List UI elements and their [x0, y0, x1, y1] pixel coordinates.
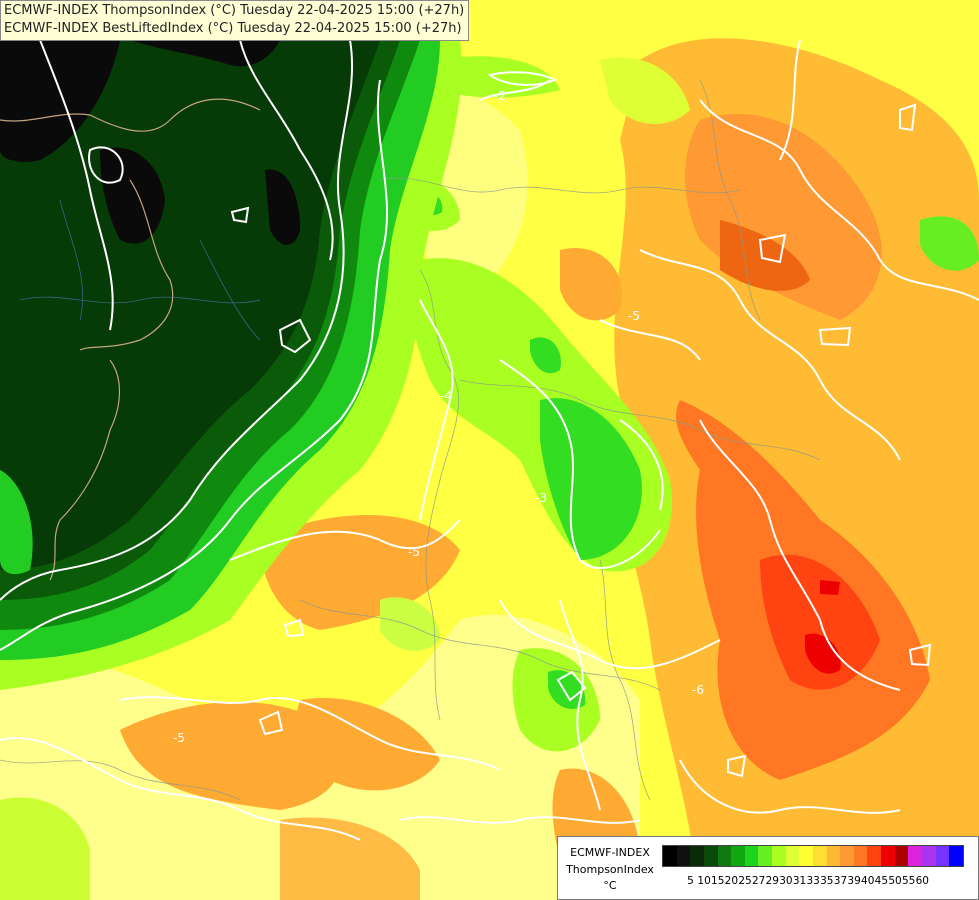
contour-lines	[0, 39, 979, 841]
black-region	[100, 147, 165, 244]
legend-swatch	[812, 846, 827, 866]
contour-label: -3	[535, 491, 547, 505]
legend-subtitle: ThompsonIndex	[566, 863, 654, 876]
light-green-region	[440, 56, 560, 98]
contour-label: -5	[628, 309, 640, 323]
legend-swatch	[717, 846, 732, 866]
legend-tick-label: 15	[711, 875, 725, 887]
green-region	[0, 470, 33, 575]
legend-tick-label: 10	[697, 875, 711, 887]
legend-swatch	[663, 846, 677, 866]
legend-tick-label: 31	[792, 875, 807, 887]
contour-label: -6	[692, 683, 704, 697]
orange-region	[280, 817, 420, 900]
light-green-region	[380, 597, 440, 651]
orange-region	[296, 698, 440, 791]
deep-red-spot	[805, 633, 841, 674]
legend-unit: °C	[603, 879, 617, 892]
light-green-region	[600, 57, 690, 124]
green-region	[530, 337, 561, 374]
legend-swatch	[758, 846, 772, 866]
legend-swatch	[894, 846, 909, 866]
legend-tick-label: 35	[820, 875, 834, 887]
deep-red-spot	[820, 580, 840, 595]
legend-swatch	[799, 846, 813, 866]
map-header: ECMWF-INDEX ThompsonIndex (°C) Tuesday 2…	[0, 0, 470, 41]
legend-tick-label: 29	[765, 875, 779, 887]
legend-tick-label: 20	[724, 875, 739, 887]
orange-region	[685, 113, 882, 320]
light-green-region	[920, 216, 979, 271]
legend-swatch	[703, 846, 718, 866]
legend-tick-label: 39	[847, 875, 861, 887]
legend-tick-label: 25	[738, 875, 752, 887]
legend-swatch	[853, 846, 868, 866]
orange-region	[120, 701, 341, 810]
orange-red-region	[720, 220, 810, 291]
legend-swatch	[921, 846, 936, 866]
legend-swatch	[676, 846, 691, 866]
legend-tick-label: 27	[751, 875, 766, 887]
legend-swatch	[881, 846, 895, 866]
legend-tick-label: 55	[901, 875, 916, 887]
legend-tick-label: 33	[806, 875, 820, 887]
country-borders	[0, 98, 261, 581]
contour-label: -5	[408, 545, 420, 559]
legend-tick-label: 30	[779, 875, 793, 887]
light-green-region	[0, 797, 90, 900]
legend-swatch	[690, 846, 704, 866]
legend-swatch	[867, 846, 881, 866]
contour-label: -2	[494, 89, 506, 103]
legend-tick-label: 40	[861, 875, 875, 887]
legend-swatch	[840, 846, 854, 866]
region-borders	[0, 79, 821, 801]
legend-swatch	[908, 846, 922, 866]
legend-tick-label: 50	[888, 875, 902, 887]
black-region	[265, 169, 300, 245]
legend-title: ECMWF-INDEX	[570, 846, 650, 859]
color-legend: ECMWF-INDEX ThompsonIndex °C 5 10 15 20 25 27…	[557, 836, 979, 900]
legend-swatches	[662, 845, 964, 867]
black-region	[0, 40, 120, 162]
green-region	[540, 398, 642, 560]
legend-tick-label: 45	[874, 875, 889, 887]
legend-swatch	[785, 846, 800, 866]
water-lines	[19, 199, 261, 341]
orange-region	[560, 248, 622, 321]
contour-label: -5	[173, 731, 185, 745]
legend-swatch	[731, 846, 745, 866]
legend-tick-label: 37	[833, 875, 848, 887]
legend-swatch	[744, 846, 759, 866]
legend-tick-label: 5	[687, 875, 694, 887]
legend-swatch	[949, 846, 963, 866]
contour-label: -4	[440, 389, 452, 403]
header-line-2: ECMWF-INDEX BestLiftedIndex (°C) Tuesday…	[4, 21, 462, 36]
legend-swatch	[772, 846, 786, 866]
contour-loops	[88, 71, 932, 778]
legend-swatch	[826, 846, 841, 866]
legend-swatch	[935, 846, 950, 866]
darkest-green-region	[0, 40, 380, 570]
header-line-1: ECMWF-INDEX ThompsonIndex (°C) Tuesday 2…	[4, 3, 465, 18]
legend-tick-label: 60	[915, 875, 929, 887]
